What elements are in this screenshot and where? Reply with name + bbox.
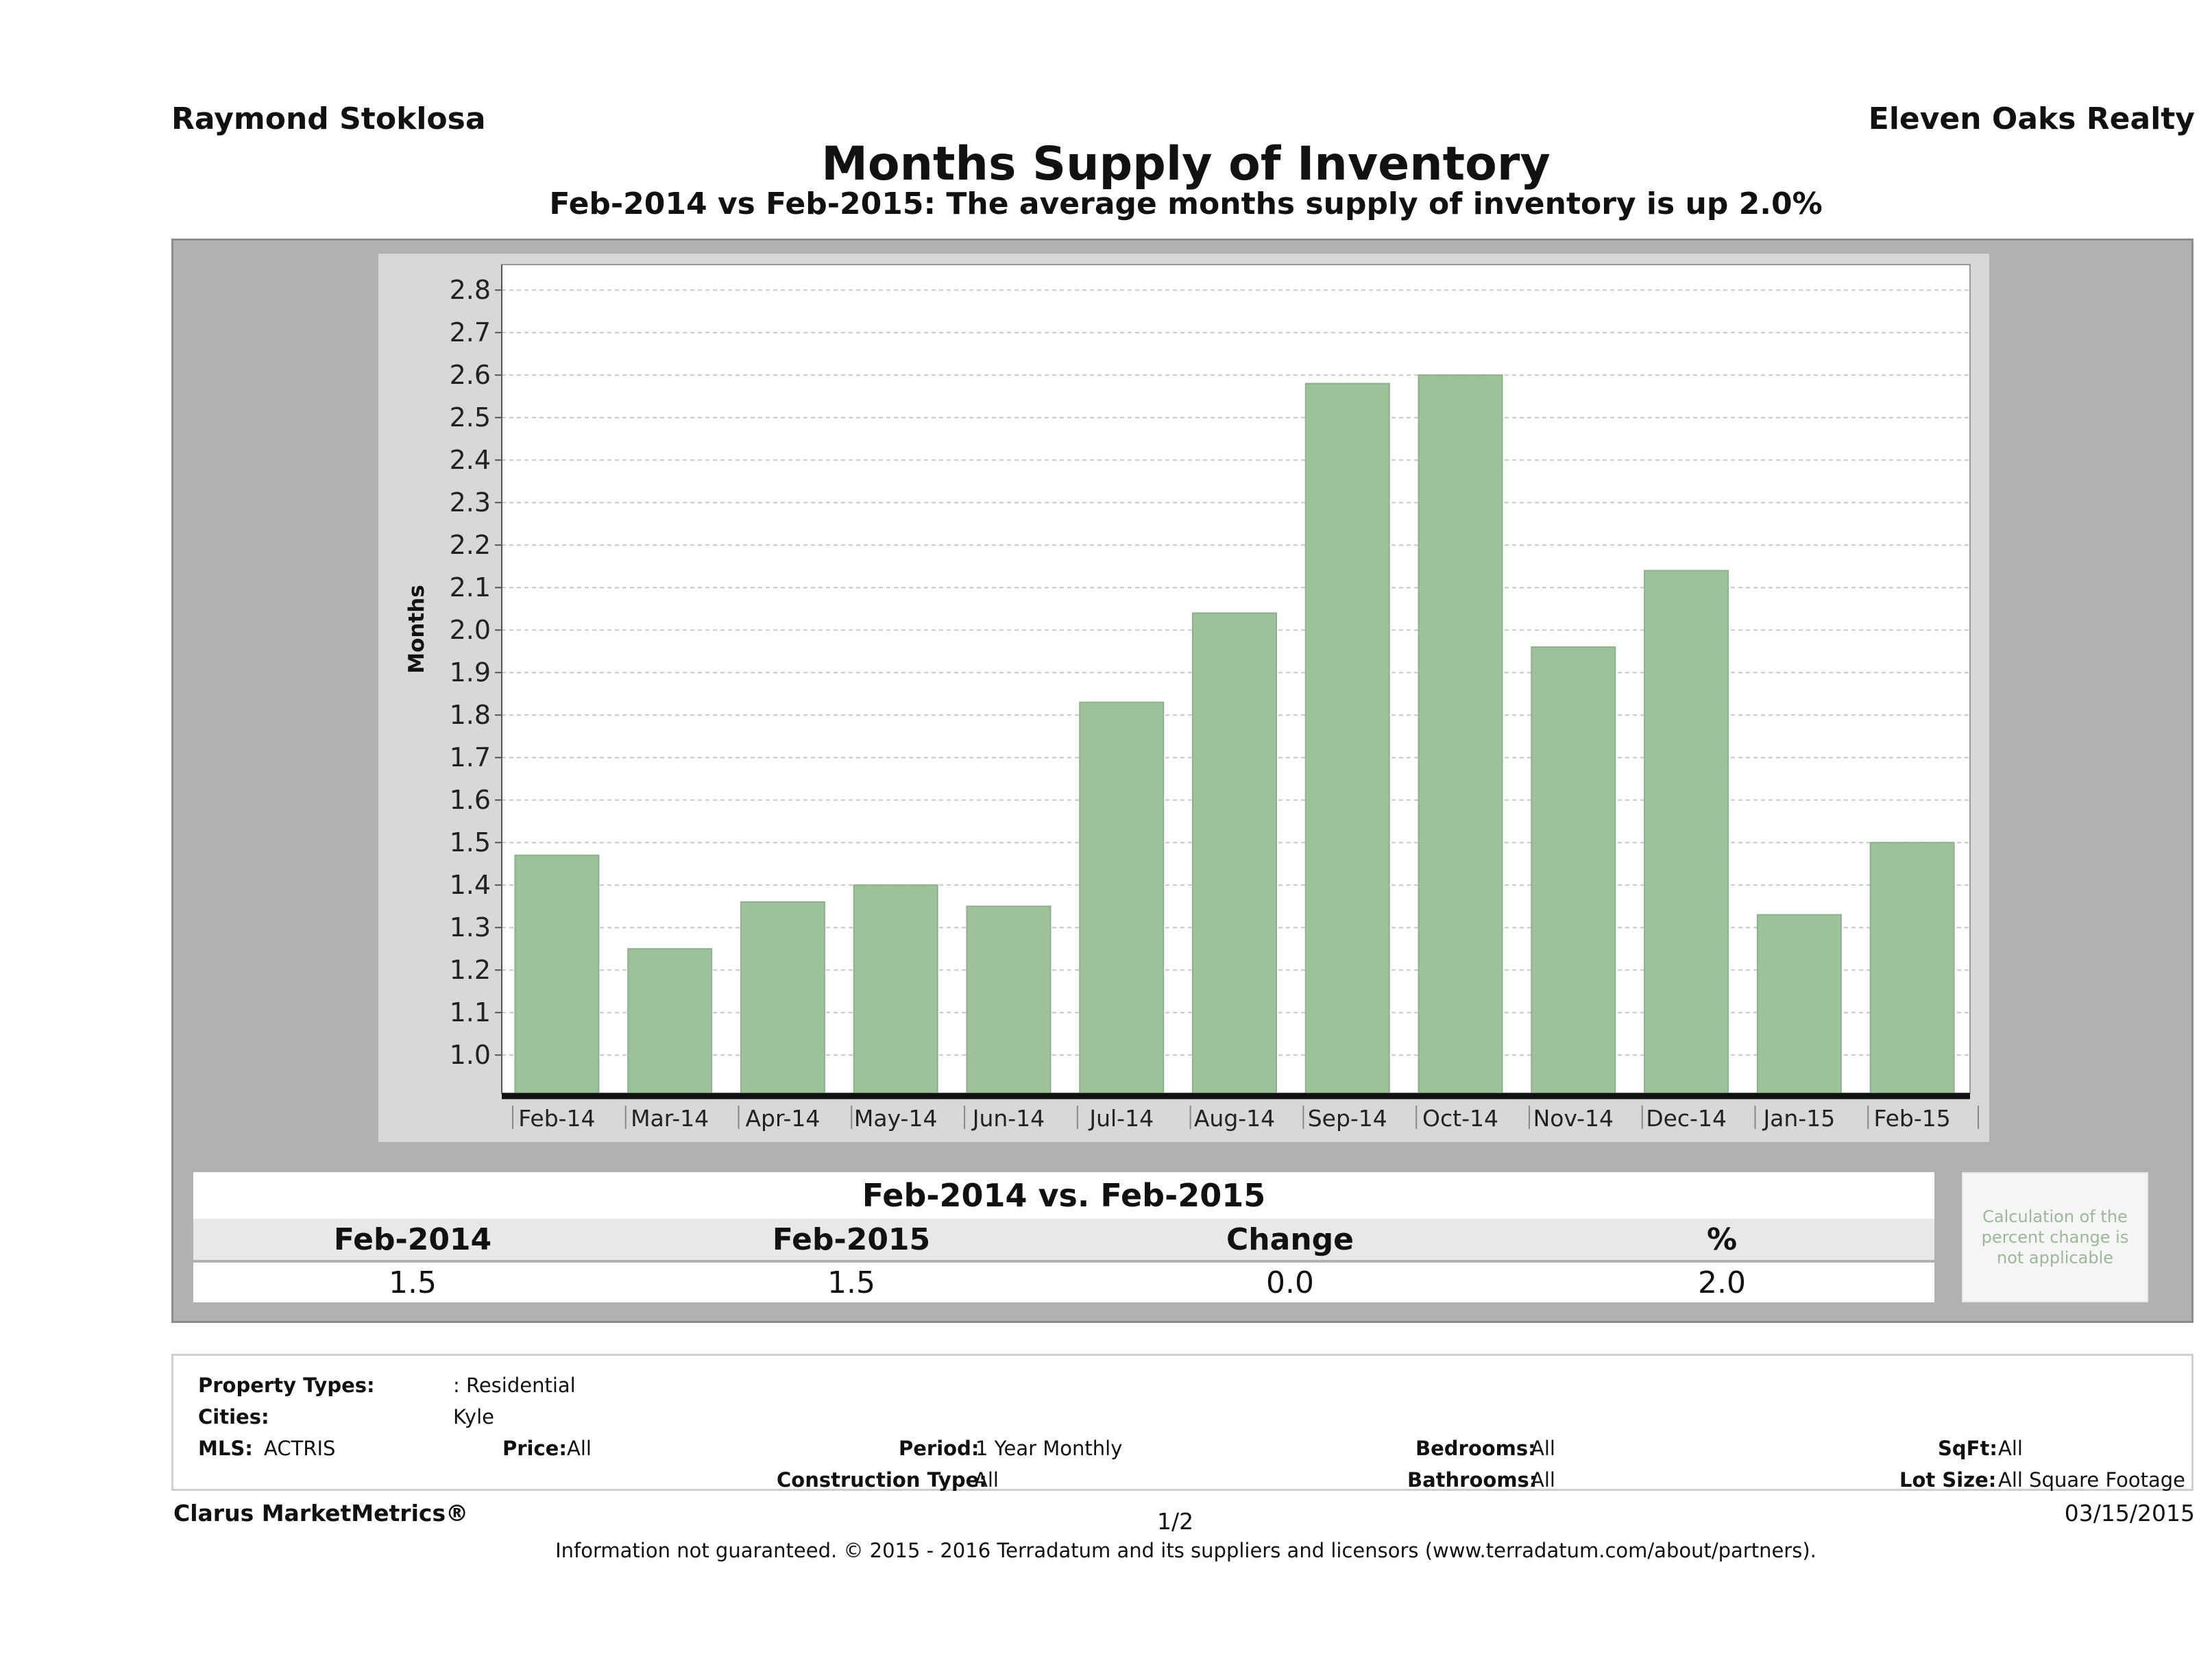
bar-chart: 1.0 1.1 1.2 1.3 1.4 1.5 1.6 1.7 1.8 1.9 2.0 2.1 2.2 2… (404, 264, 1979, 1132)
summary-header-change: Change (1226, 1221, 1354, 1257)
mls-label: MLS: (198, 1437, 253, 1460)
report-date: 03/15/2015 (2064, 1500, 2195, 1527)
y-tick-label: 2.3 (450, 487, 491, 518)
bar-jan-15 (1756, 914, 1842, 1094)
y-tick-label: 1.7 (450, 742, 491, 773)
summary-title: Feb-2014 vs. Feb-2015 (193, 1172, 1934, 1219)
y-tick-label: 1.4 (450, 870, 491, 900)
summary-header-row: Feb-2014 Feb-2015 Change % (193, 1219, 1934, 1260)
construction-type-value: All (974, 1468, 999, 1492)
x-tick-label: Oct-14 (1422, 1105, 1498, 1132)
mls-value: ACTRIS (264, 1437, 336, 1460)
bedrooms-value: All (1531, 1437, 1555, 1460)
y-tick-label: 1.1 (450, 997, 491, 1028)
lot-size-value: All Square Footage (1998, 1468, 2186, 1492)
summary-value-change: 0.0 (1266, 1265, 1314, 1300)
x-tick-label: Nov-14 (1533, 1105, 1614, 1132)
x-tick-label: Feb-14 (518, 1105, 595, 1132)
price-label: Price: (502, 1437, 567, 1460)
period-label: Period: (899, 1437, 980, 1460)
y-tick-label: 2.4 (450, 445, 491, 475)
y-tick-label: 1.3 (450, 912, 491, 943)
bar-feb-15 (1869, 842, 1955, 1094)
y-tick-label: 1.8 (450, 700, 491, 730)
price-value: All (567, 1437, 592, 1460)
y-tick-label: 1.9 (450, 657, 491, 688)
page-number: 1/2 (1157, 1508, 1194, 1535)
x-tick-label: Jul-14 (1088, 1105, 1154, 1132)
bar-sep-14 (1304, 382, 1390, 1095)
chart-subtitle: Feb-2014 vs Feb-2015: The average months… (549, 186, 1823, 221)
summary-header-feb2014: Feb-2014 (333, 1221, 492, 1257)
bar-apr-14 (740, 901, 825, 1094)
bathrooms-label: Bathrooms: (1407, 1468, 1538, 1492)
summary-header-percent: % (1706, 1221, 1738, 1257)
brand-label: Clarus MarketMetrics® (173, 1500, 469, 1527)
period-value: 1 Year Monthly (975, 1437, 1123, 1460)
bar-feb-14 (514, 854, 600, 1094)
summary-value-percent: 2.0 (1698, 1265, 1746, 1300)
y-tick-label: 1.2 (450, 955, 491, 985)
x-tick-label: Sep-14 (1308, 1105, 1387, 1132)
x-tick-label: Dec-14 (1646, 1105, 1727, 1132)
y-tick-label: 2.0 (450, 615, 491, 645)
y-tick-label: 2.5 (450, 402, 491, 433)
y-tick-label: 2.2 (450, 530, 491, 560)
x-tick-label: Apr-14 (745, 1105, 820, 1132)
y-tick-label: 1.5 (450, 827, 491, 858)
y-tick-label: 2.1 (450, 572, 491, 603)
agent-name: Raymond Stoklosa (171, 101, 486, 136)
sqft-label: SqFt: (1938, 1437, 1997, 1460)
y-tick-label: 2.7 (450, 317, 491, 348)
bar-jul-14 (1079, 701, 1165, 1094)
x-tick-label: Aug-14 (1194, 1105, 1275, 1132)
property-types-value: : Residential (453, 1374, 576, 1397)
lot-size-label: Lot Size: (1899, 1468, 1997, 1492)
cities-label: Cities: (198, 1405, 269, 1428)
x-tick-label: May-14 (854, 1105, 938, 1132)
x-tick-label: Jun-14 (971, 1105, 1045, 1132)
x-tick-label: Feb-15 (1873, 1105, 1950, 1132)
bar-jun-14 (966, 905, 1052, 1094)
chart-title: Months Supply of Inventory (821, 137, 1551, 191)
bar-may-14 (853, 884, 938, 1094)
y-tick-label: 2.6 (450, 360, 491, 390)
bar-mar-14 (627, 948, 713, 1095)
search-criteria-box: Property Types: : Residential Cities: Ky… (171, 1354, 2193, 1492)
percent-change-note: Calculation of the percent change is not… (1962, 1172, 2148, 1302)
broker-name: Eleven Oaks Realty (1868, 101, 2195, 136)
sqft-value: All (1998, 1437, 2023, 1460)
y-tick-label: 1.6 (450, 785, 491, 815)
y-tick-label: 1.0 (450, 1040, 491, 1070)
disclaimer: Information not guaranteed. © 2015 - 201… (555, 1539, 1816, 1562)
x-tick-label: Mar-14 (631, 1105, 709, 1132)
y-tick-label: 2.8 (450, 275, 491, 305)
bar-nov-14 (1531, 646, 1616, 1094)
y-axis-label: Months (404, 585, 429, 674)
bar-oct-14 (1418, 374, 1503, 1095)
construction-type-label: Construction Type: (777, 1468, 987, 1492)
property-types-label: Property Types: (198, 1374, 375, 1397)
x-tick-label: Jan-15 (1762, 1105, 1835, 1132)
summary-value-feb2015: 1.5 (827, 1265, 875, 1300)
summary-header-feb2015: Feb-2015 (772, 1221, 931, 1257)
bar-dec-14 (1644, 570, 1729, 1094)
summary-value-feb2014: 1.5 (389, 1265, 437, 1300)
bathrooms-value: All (1531, 1468, 1555, 1492)
summary-values-row: 1.5 1.5 0.0 2.0 (193, 1263, 1934, 1302)
bar-aug-14 (1192, 612, 1277, 1094)
cities-value: Kyle (453, 1405, 494, 1428)
bedrooms-label: Bedrooms: (1415, 1437, 1536, 1460)
